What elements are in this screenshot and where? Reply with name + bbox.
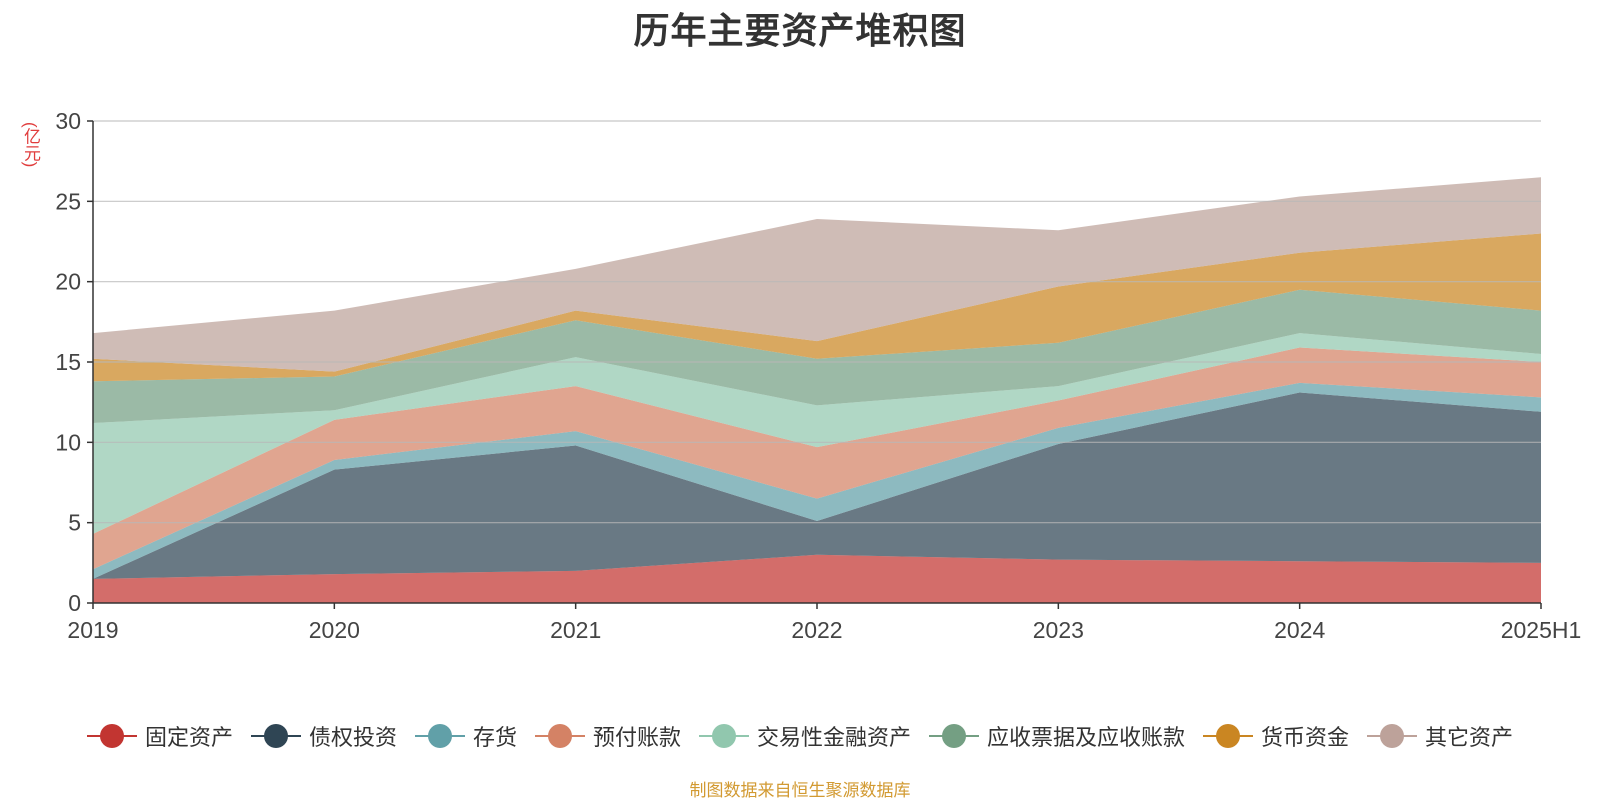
x-tick-label-1: 2020 <box>309 617 360 643</box>
y-tick-label-1: 5 <box>68 510 81 536</box>
y-tick-label-6: 30 <box>55 108 81 134</box>
stacked-area-chart: 0 5 10 15 20 25 30 2019 2020 2021 2022 2023 2024 2025… <box>55 108 1582 643</box>
legend-label: 其它资产 <box>1425 725 1514 750</box>
legend-item-6[interactable]: 货币资金 <box>1203 720 1349 752</box>
legend-item-7[interactable]: 其它资产 <box>1367 720 1513 752</box>
area-series-1 <box>93 392 1541 579</box>
x-tick-label-2: 2021 <box>550 617 601 643</box>
legend-label: 债权投资 <box>308 725 397 750</box>
legend-marker-icon <box>1367 723 1418 749</box>
legend-marker-icon <box>534 723 585 749</box>
legend-label: 交易性金融资产 <box>757 725 912 750</box>
area-series-4 <box>93 333 1541 534</box>
legend-label: 存货 <box>472 725 517 750</box>
legend-marker-icon <box>86 723 137 749</box>
legend-label: 预付账款 <box>592 725 681 750</box>
chart-legend: 固定资产 债权投资 存货 预付账款 交易性金融资产 应收票据及应收账款 货币资金 其它资产 <box>0 718 1600 754</box>
legend-label: 固定资产 <box>144 725 233 750</box>
x-tick-label-4: 2023 <box>1033 617 1084 643</box>
legend-item-5[interactable]: 应收票据及应收账款 <box>929 720 1185 752</box>
area-series-0 <box>93 554 1541 603</box>
x-tick-label-5: 2024 <box>1274 617 1325 643</box>
legend-label: 应收票据及应收账款 <box>987 725 1186 750</box>
y-tick-label-2: 10 <box>55 429 81 455</box>
area-series-7 <box>93 177 1541 372</box>
legend-item-3[interactable]: 预付账款 <box>534 720 681 752</box>
data-source-note: 制图数据来自恒生聚源数据库 <box>689 781 911 800</box>
legend-marker-icon <box>250 723 301 749</box>
x-tick-label-6: 2025H1 <box>1501 617 1582 643</box>
legend-marker-icon <box>414 723 465 749</box>
legend-marker-icon <box>699 723 749 749</box>
legend-label: 货币资金 <box>1261 725 1350 750</box>
y-tick-label-3: 15 <box>55 349 81 375</box>
legend-item-0[interactable]: 固定资产 <box>86 720 233 752</box>
y-tick-label-0: 0 <box>68 590 81 616</box>
y-axis-unit-label: (亿元) <box>21 122 40 168</box>
area-series-3 <box>93 347 1541 570</box>
chart-title: 历年主要资产堆积图 <box>633 10 967 51</box>
area-series-6 <box>93 233 1541 382</box>
x-tick-label-0: 2019 <box>67 617 118 643</box>
legend-item-4[interactable]: 交易性金融资产 <box>699 720 911 752</box>
legend-item-1[interactable]: 债权投资 <box>250 720 397 752</box>
legend-marker-icon <box>1203 723 1254 749</box>
legend-marker-icon <box>929 723 980 749</box>
area-series-5 <box>93 289 1541 424</box>
y-tick-label-5: 25 <box>55 188 81 214</box>
y-tick-label-4: 20 <box>55 269 81 295</box>
legend-item-2[interactable]: 存货 <box>414 720 517 752</box>
x-tick-label-3: 2022 <box>791 617 842 643</box>
